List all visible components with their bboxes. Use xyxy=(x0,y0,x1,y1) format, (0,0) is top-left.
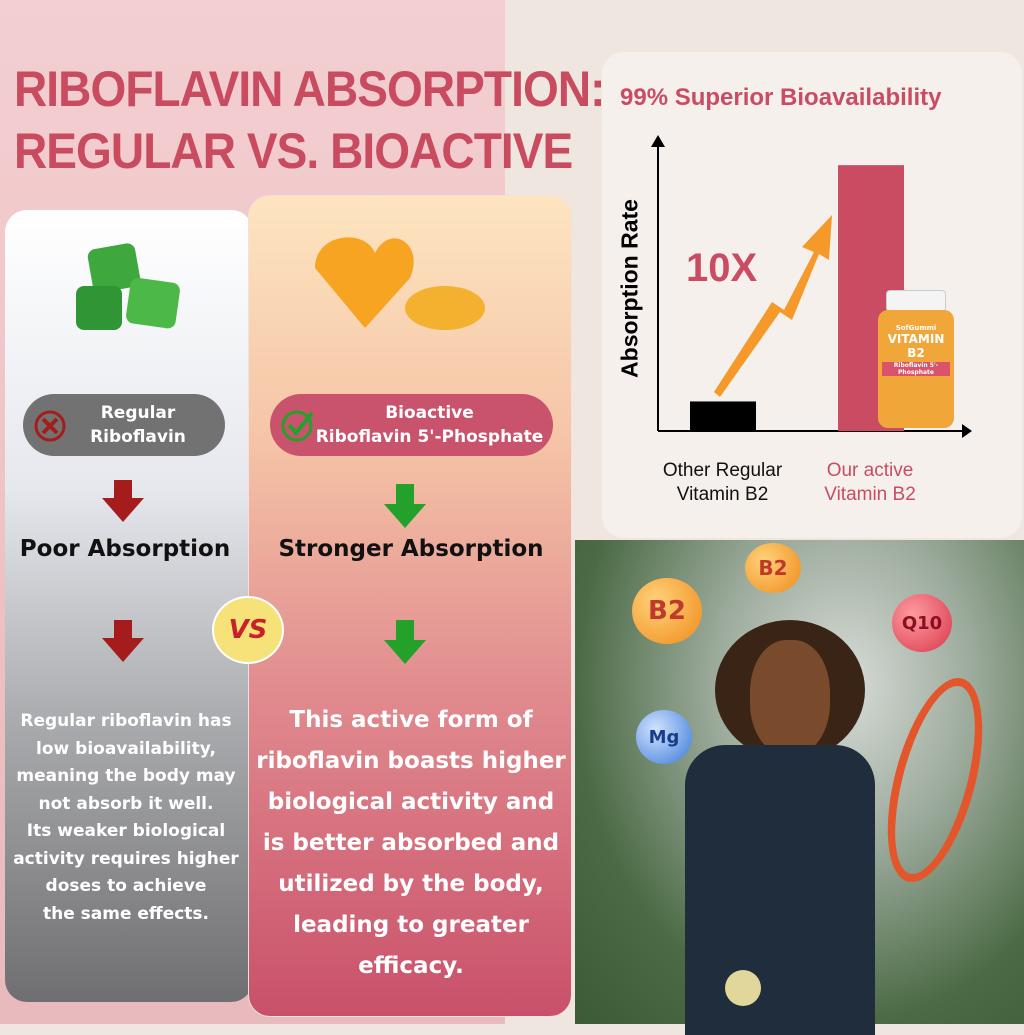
bioavailability-chart-card xyxy=(602,52,1022,538)
description-line: low bioavailability, xyxy=(36,738,216,759)
green-down-arrow-icon xyxy=(384,620,426,664)
x-label-line: Vitamin B2 xyxy=(824,484,916,505)
q10-bubble: Q10 xyxy=(892,594,952,652)
page-title: RIBOFLAVIN ABSORPTION: REGULAR VS. BIOACT… xyxy=(14,58,605,182)
product-name: VITAMIN B2 xyxy=(887,332,945,360)
title-line-2: REGULAR VS. BIOACTIVE xyxy=(14,123,573,179)
description-line: efficacy. xyxy=(358,953,464,979)
description-line: biological activity and xyxy=(267,789,555,815)
check-circle-icon xyxy=(281,410,314,442)
10x-annotation: 10X xyxy=(686,246,758,290)
product-sub: Riboflavin 5'-Phosphate xyxy=(882,362,950,376)
regular-riboflavin-badge: Regular Riboflavin xyxy=(23,394,225,456)
vs-badge: VS xyxy=(212,596,284,664)
x-axis-arrow xyxy=(962,424,972,438)
description-line: utilized by the body, xyxy=(278,871,544,897)
description-line: doses to achieve xyxy=(45,876,207,896)
regular-card xyxy=(5,210,253,1002)
mg-bubble: Mg xyxy=(636,710,692,764)
description-line: the same effects. xyxy=(42,903,210,924)
badge-line-1: Regular xyxy=(100,403,176,423)
x-label-regular: Other Regular Vitamin B2 xyxy=(640,459,805,507)
bioactive-description: This active form of riboflavin boasts hig… xyxy=(252,700,570,987)
x-label-line: Other Regular xyxy=(662,460,783,481)
description-line: This active form of xyxy=(289,707,533,733)
y-axis-arrow xyxy=(651,135,665,147)
badge-line-2: Riboflavin 5'-Phosphate xyxy=(315,427,544,447)
description-line: not absorb it well. xyxy=(38,793,214,814)
description-line: riboflavin boasts higher xyxy=(256,748,566,774)
orange-gummy-image xyxy=(315,237,485,330)
growth-arrow xyxy=(714,215,832,397)
red-down-arrow-icon xyxy=(102,620,144,662)
product-brand: SofGummi xyxy=(895,324,937,332)
description-line: leading to greater xyxy=(293,912,529,938)
badge-line-1: Bioactive xyxy=(385,403,474,423)
x-circle-icon xyxy=(34,410,66,442)
y-axis-label: Absorption Rate xyxy=(616,199,643,378)
poor-absorption-heading: Poor Absorption xyxy=(19,536,231,562)
x-label-line: Our active xyxy=(826,460,914,481)
title-line-1: RIBOFLAVIN ABSORPTION: xyxy=(14,61,605,117)
bar-regular xyxy=(690,401,756,431)
red-down-arrow-icon xyxy=(102,480,144,522)
badge-line-2: Riboflavin xyxy=(90,427,186,447)
chart-title: 99% Superior Bioavailability xyxy=(620,84,942,111)
description-line: activity requires higher xyxy=(13,848,239,869)
bioactive-riboflavin-badge: Bioactive Riboflavin 5'-Phosphate xyxy=(270,394,553,456)
regular-description: Regular riboflavin has low bioavailabilit… xyxy=(10,708,242,928)
description-line: meaning the body may xyxy=(16,766,236,786)
green-gummy-image xyxy=(76,243,180,330)
x-label-line: Vitamin B2 xyxy=(676,484,769,505)
description-line: Regular riboflavin has xyxy=(20,711,232,731)
stronger-absorption-heading: Stronger Absorption xyxy=(278,536,544,562)
description-line: is better absorbed and xyxy=(262,830,560,856)
b2-bubble: B2 xyxy=(745,543,801,593)
b2-bubble: B2 xyxy=(632,578,702,644)
vitamin-b2-bottle-image: SofGummi VITAMIN B2 Riboflavin 5'-Phosph… xyxy=(878,290,954,430)
description-line: Its weaker biological xyxy=(26,821,226,841)
green-down-arrow-icon xyxy=(384,484,426,528)
x-label-active: Our active Vitamin B2 xyxy=(800,459,940,507)
